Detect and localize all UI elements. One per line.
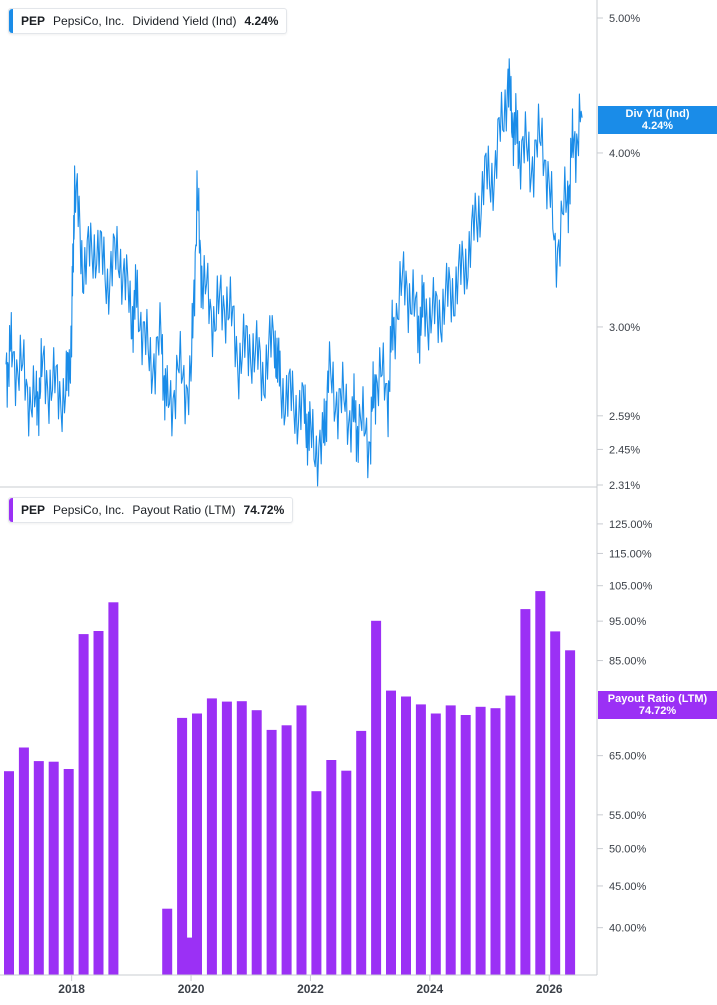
payout-bar xyxy=(520,609,531,975)
payout-bar xyxy=(18,747,29,975)
y-tick-label: 40.00% xyxy=(609,923,647,935)
y-tick-label: 55.00% xyxy=(609,810,647,822)
legend-value: 74.72% xyxy=(243,503,285,517)
payout-bar xyxy=(296,705,307,975)
payout-bar xyxy=(266,729,277,975)
payout-bar xyxy=(251,710,262,975)
payout-bar xyxy=(236,701,247,975)
x-tick-label: 2024 xyxy=(416,982,443,996)
payout-bar xyxy=(550,631,561,975)
y-tick-label: 2.31% xyxy=(609,480,640,492)
payout-bar xyxy=(401,696,411,975)
payout-bar xyxy=(565,650,576,975)
payout-bar xyxy=(386,690,396,975)
payout-value-flag: Payout Ratio (LTM) 74.72% xyxy=(598,691,717,719)
payout-bar xyxy=(475,706,486,975)
y-tick-label: 50.00% xyxy=(609,844,647,856)
payout-bar xyxy=(281,725,292,975)
payout-bar xyxy=(535,591,546,975)
y-tick-label: 2.59% xyxy=(609,411,640,423)
legend-metric: Dividend Yield (Ind) xyxy=(132,14,237,28)
bottom-y-axis: 125.00% 115.00% 105.00% 95.00% 85.00% 65.00% 5… xyxy=(597,519,653,935)
legend-ticker: PEP xyxy=(21,503,46,517)
y-tick-label: 105.00% xyxy=(609,581,653,593)
legend-metric: Payout Ratio (LTM) xyxy=(132,503,236,517)
y-tick-label: 4.00% xyxy=(609,148,640,160)
flag-label: Payout Ratio (LTM) xyxy=(607,693,708,705)
legend-ticker: PEP xyxy=(21,14,46,28)
payout-bar xyxy=(221,701,232,975)
y-tick-label: 2.45% xyxy=(609,444,640,456)
y-tick-label: 115.00% xyxy=(609,548,652,560)
payout-bar xyxy=(63,769,74,975)
payout-bar xyxy=(33,761,44,975)
legend-company: PepsiCo, Inc. xyxy=(53,503,125,517)
payout-bar xyxy=(177,717,188,975)
legend-value: 4.24% xyxy=(244,14,279,28)
payout-bar xyxy=(460,715,471,975)
y-tick-label: 65.00% xyxy=(609,751,647,763)
flag-label: Div Yld (Ind) xyxy=(625,108,690,120)
x-axis: 2018 2020 2022 2024 2026 xyxy=(58,975,563,996)
top-y-axis: 5.00% 4.00% 3.00% 2.59% 2.45% 2.31% xyxy=(597,13,640,492)
payout-bar xyxy=(445,705,456,975)
payout-bar xyxy=(206,698,217,975)
payout-bar xyxy=(430,713,441,975)
payout-bar xyxy=(505,695,516,975)
payout-bar xyxy=(356,730,367,975)
payout-bar xyxy=(183,937,194,975)
payout-bar xyxy=(162,908,173,975)
payout-bars xyxy=(4,591,576,975)
y-tick-label: 5.00% xyxy=(609,13,640,25)
flag-value: 4.24% xyxy=(641,120,674,132)
payout-bar xyxy=(192,713,202,975)
payout-bar xyxy=(108,602,119,975)
y-tick-label: 45.00% xyxy=(609,881,647,893)
y-tick-label: 3.00% xyxy=(609,322,640,334)
x-tick-label: 2022 xyxy=(297,982,324,996)
payout-bar xyxy=(415,704,426,975)
yield-value-flag: Div Yld (Ind) 4.24% xyxy=(598,106,717,134)
yield-line xyxy=(5,58,583,487)
payout-bar xyxy=(78,634,89,975)
payout-bar xyxy=(326,760,337,975)
flag-value: 74.72% xyxy=(638,705,677,717)
x-tick-label: 2026 xyxy=(536,982,563,996)
payout-bar xyxy=(490,708,501,975)
top-legend: PEP PepsiCo, Inc. Dividend Yield (Ind) 4… xyxy=(8,8,288,34)
legend-swatch xyxy=(9,9,13,33)
payout-bar xyxy=(311,791,322,975)
legend-company: PepsiCo, Inc. xyxy=(53,14,125,28)
payout-bar xyxy=(48,761,59,975)
x-tick-label: 2018 xyxy=(58,982,85,996)
x-tick-label: 2020 xyxy=(178,982,205,996)
payout-bar xyxy=(93,631,104,975)
bottom-legend: PEP PepsiCo, Inc. Payout Ratio (LTM) 74.… xyxy=(8,497,294,523)
y-tick-label: 95.00% xyxy=(609,616,647,628)
y-tick-label: 125.00% xyxy=(609,519,653,531)
payout-bar xyxy=(4,771,14,975)
legend-swatch xyxy=(9,498,13,522)
payout-bar xyxy=(341,770,352,975)
payout-bar xyxy=(371,620,382,975)
yield-series-line xyxy=(5,58,583,487)
y-tick-label: 85.00% xyxy=(609,656,647,668)
